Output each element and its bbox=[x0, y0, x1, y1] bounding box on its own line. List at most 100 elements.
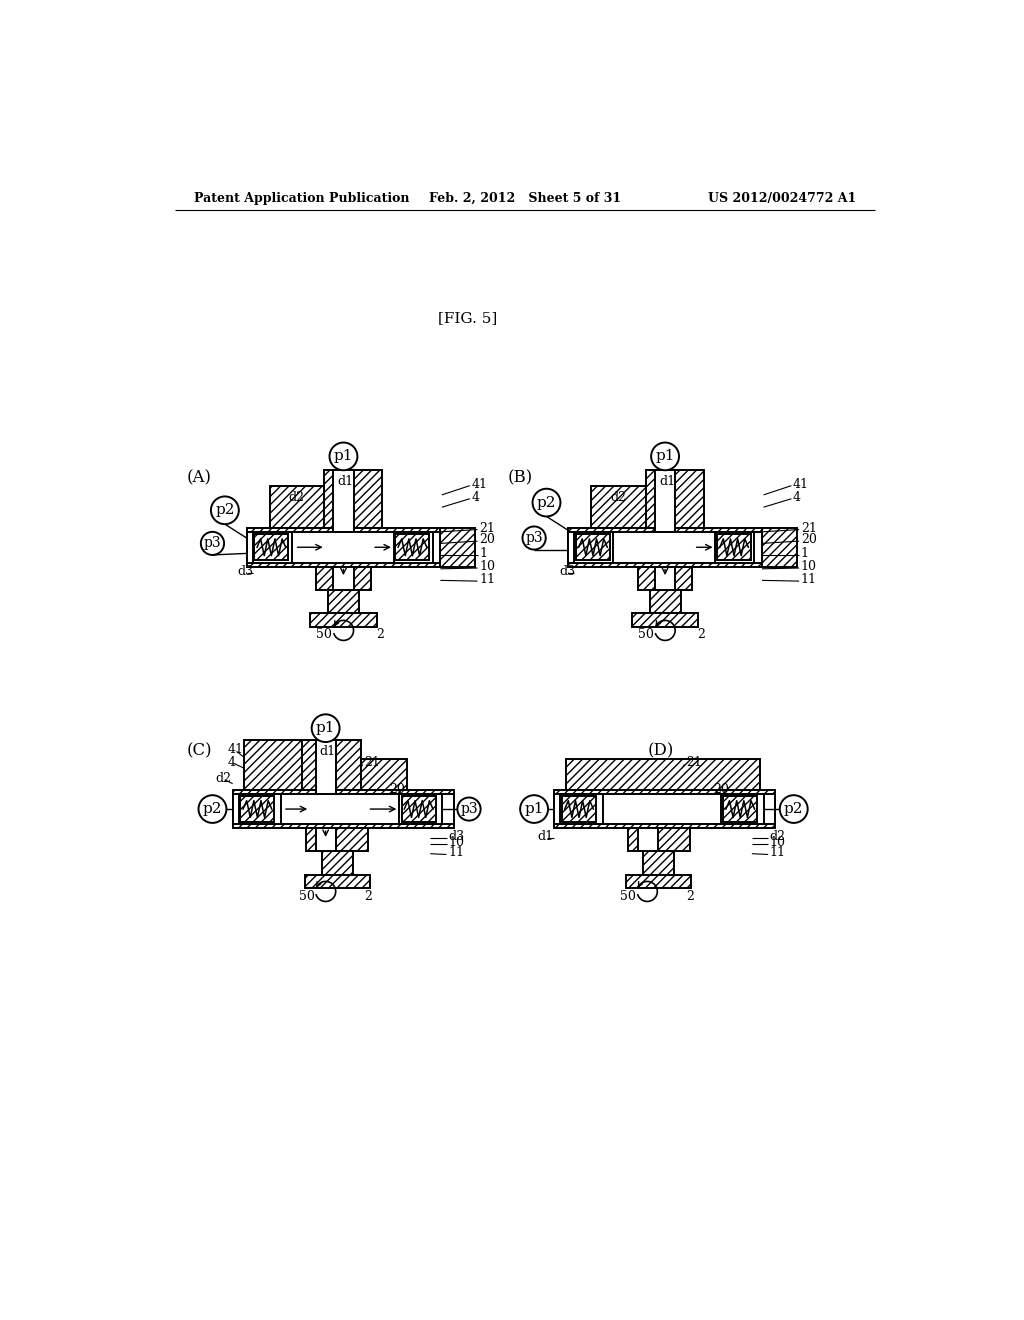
Circle shape bbox=[522, 527, 546, 549]
Text: 21: 21 bbox=[479, 521, 495, 535]
Text: d1: d1 bbox=[658, 475, 675, 488]
Bar bbox=[305, 875, 370, 888]
Bar bbox=[401, 796, 435, 822]
Bar bbox=[721, 793, 764, 825]
Bar bbox=[575, 535, 610, 561]
Bar bbox=[723, 796, 758, 822]
Circle shape bbox=[201, 532, 224, 554]
Bar bbox=[394, 532, 432, 562]
Text: p3: p3 bbox=[460, 803, 478, 816]
Text: 10: 10 bbox=[770, 836, 785, 849]
Bar bbox=[232, 793, 454, 825]
Bar bbox=[316, 739, 337, 793]
Circle shape bbox=[311, 714, 340, 742]
Circle shape bbox=[532, 488, 560, 516]
Bar bbox=[568, 532, 762, 562]
Text: 10: 10 bbox=[801, 560, 817, 573]
Bar bbox=[560, 793, 603, 825]
Text: 1: 1 bbox=[801, 546, 809, 560]
Text: p2: p2 bbox=[537, 495, 556, 510]
Text: US 2012/0024772 A1: US 2012/0024772 A1 bbox=[709, 191, 856, 205]
Bar bbox=[245, 739, 302, 789]
Bar bbox=[574, 532, 613, 562]
Text: 11: 11 bbox=[801, 573, 817, 586]
Text: p2: p2 bbox=[203, 803, 222, 816]
Bar bbox=[239, 793, 282, 825]
Text: 11: 11 bbox=[449, 846, 464, 859]
Bar bbox=[655, 566, 675, 590]
Bar bbox=[638, 566, 692, 590]
Text: Feb. 2, 2012   Sheet 5 of 31: Feb. 2, 2012 Sheet 5 of 31 bbox=[429, 191, 621, 205]
Text: p1: p1 bbox=[334, 449, 353, 463]
Bar bbox=[322, 851, 352, 875]
Bar bbox=[247, 528, 440, 566]
Text: p1: p1 bbox=[524, 803, 544, 816]
Text: d3: d3 bbox=[559, 565, 575, 578]
Bar bbox=[655, 470, 675, 532]
Bar bbox=[627, 875, 691, 888]
Bar bbox=[716, 532, 755, 562]
Text: d2: d2 bbox=[610, 491, 626, 504]
Text: p2: p2 bbox=[784, 803, 804, 816]
Text: d3: d3 bbox=[449, 829, 464, 842]
Text: 21: 21 bbox=[801, 521, 816, 535]
Bar bbox=[562, 796, 596, 822]
Circle shape bbox=[458, 797, 480, 821]
Bar bbox=[232, 789, 454, 829]
Text: 41: 41 bbox=[227, 743, 244, 756]
Bar bbox=[568, 528, 762, 566]
Text: d1: d1 bbox=[337, 475, 353, 488]
Text: p1: p1 bbox=[315, 721, 336, 735]
Bar bbox=[310, 612, 377, 627]
Bar bbox=[643, 851, 675, 875]
Bar bbox=[360, 759, 407, 789]
Text: d2: d2 bbox=[216, 772, 231, 785]
Bar bbox=[762, 528, 797, 566]
Bar bbox=[566, 759, 760, 789]
Text: 2: 2 bbox=[697, 628, 706, 640]
Text: 10: 10 bbox=[479, 560, 495, 573]
Circle shape bbox=[211, 496, 239, 524]
Circle shape bbox=[651, 442, 679, 470]
Bar bbox=[399, 793, 442, 825]
Text: Patent Application Publication: Patent Application Publication bbox=[194, 191, 410, 205]
Bar bbox=[328, 590, 359, 612]
Text: 11: 11 bbox=[479, 573, 495, 586]
Bar bbox=[717, 535, 751, 561]
Text: 11: 11 bbox=[770, 846, 785, 859]
Text: p3: p3 bbox=[204, 536, 221, 550]
Text: 4: 4 bbox=[793, 491, 801, 504]
Bar bbox=[241, 796, 274, 822]
Text: 50: 50 bbox=[621, 890, 636, 903]
Text: (D): (D) bbox=[647, 743, 674, 760]
Text: d2: d2 bbox=[289, 491, 304, 504]
Bar bbox=[270, 486, 324, 528]
Text: 20: 20 bbox=[479, 533, 495, 546]
Text: 50: 50 bbox=[638, 628, 654, 640]
Text: 2: 2 bbox=[376, 628, 384, 640]
Bar bbox=[324, 470, 382, 528]
Text: 1: 1 bbox=[479, 546, 487, 560]
Text: 20: 20 bbox=[801, 533, 816, 546]
Text: (C): (C) bbox=[186, 743, 212, 760]
Bar bbox=[316, 566, 371, 590]
Text: 50: 50 bbox=[299, 890, 314, 903]
Bar bbox=[302, 739, 360, 789]
Circle shape bbox=[779, 795, 808, 822]
Text: (B): (B) bbox=[508, 470, 534, 487]
Bar bbox=[632, 612, 698, 627]
Bar bbox=[253, 532, 292, 562]
Text: 20: 20 bbox=[713, 783, 729, 796]
Bar bbox=[649, 590, 681, 612]
Text: (A): (A) bbox=[186, 470, 211, 487]
Text: 21: 21 bbox=[686, 756, 701, 770]
Text: d3: d3 bbox=[238, 565, 253, 578]
Bar bbox=[638, 829, 658, 851]
Bar bbox=[395, 535, 429, 561]
Text: 20: 20 bbox=[389, 783, 406, 796]
Text: 50: 50 bbox=[316, 628, 332, 640]
Bar bbox=[554, 793, 775, 825]
Circle shape bbox=[330, 442, 357, 470]
Circle shape bbox=[520, 795, 548, 822]
Bar bbox=[306, 829, 369, 851]
